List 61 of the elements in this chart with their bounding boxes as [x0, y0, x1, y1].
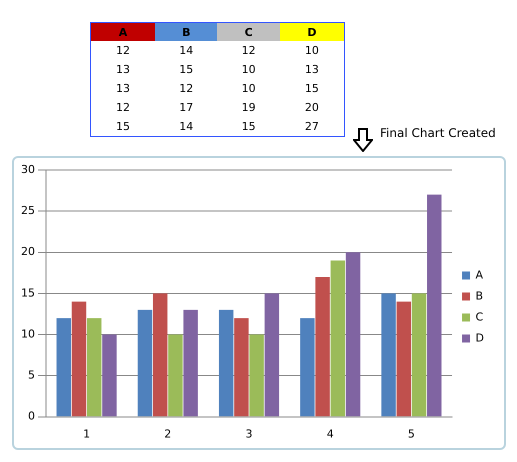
text: Final Chart Created — [380, 126, 496, 140]
text: 14 — [179, 120, 194, 133]
bar — [72, 302, 86, 416]
text: 27 — [304, 120, 319, 133]
text: 15 — [179, 63, 194, 76]
legend-label: B — [476, 289, 484, 302]
bar — [264, 293, 280, 416]
text: 20 — [304, 101, 319, 114]
y-tick-label: 0 — [28, 410, 35, 423]
bar — [249, 334, 264, 416]
text: 10 — [242, 63, 256, 76]
y-tick-label: 10 — [20, 327, 35, 340]
bar — [138, 310, 152, 416]
x-tick-label: 2 — [164, 427, 172, 440]
text: 12 — [116, 44, 130, 57]
text: 13 — [116, 63, 130, 76]
bar — [396, 302, 412, 416]
text: 15 — [304, 82, 319, 95]
text: 17 — [179, 101, 194, 114]
bar — [412, 293, 426, 416]
bar — [168, 334, 183, 416]
bar — [183, 310, 198, 416]
y-tick-label: 15 — [20, 286, 35, 300]
y-tick-label: 5 — [28, 368, 35, 382]
category-label: A — [90, 22, 156, 41]
bar — [315, 276, 330, 416]
bar — [346, 252, 360, 416]
bar — [381, 293, 396, 416]
legend-label: A — [476, 268, 484, 282]
category-label: D — [280, 22, 344, 41]
text: 15 — [242, 120, 256, 133]
bar — [86, 318, 102, 416]
text: 13 — [116, 82, 130, 95]
bar — [300, 318, 315, 416]
text: 19 — [242, 101, 256, 114]
text: 15 — [116, 120, 130, 133]
text: 10 — [242, 82, 256, 95]
legend-label: D — [476, 331, 484, 344]
category-label: B — [155, 22, 218, 41]
legend-label: C — [476, 310, 484, 324]
text: 10 — [304, 44, 319, 57]
bar — [218, 310, 234, 416]
y-tick-label: 30 — [20, 162, 35, 176]
text: 14 — [179, 44, 194, 57]
text: 12 — [242, 44, 256, 57]
bar — [152, 293, 168, 416]
bar — [234, 318, 249, 416]
y-tick-label: 20 — [20, 245, 35, 258]
x-tick-label: 1 — [83, 427, 90, 440]
text: 12 — [179, 82, 194, 95]
category-label: C — [217, 22, 280, 41]
bar — [56, 318, 71, 416]
x-tick-label: 5 — [408, 427, 415, 440]
bar — [102, 334, 117, 416]
text: 13 — [304, 63, 319, 76]
bar — [427, 194, 442, 416]
y-tick-label: 25 — [20, 204, 35, 217]
bar — [330, 260, 346, 416]
text: 12 — [116, 101, 130, 114]
x-tick-label: 4 — [326, 427, 334, 440]
x-tick-label: 3 — [246, 427, 253, 440]
